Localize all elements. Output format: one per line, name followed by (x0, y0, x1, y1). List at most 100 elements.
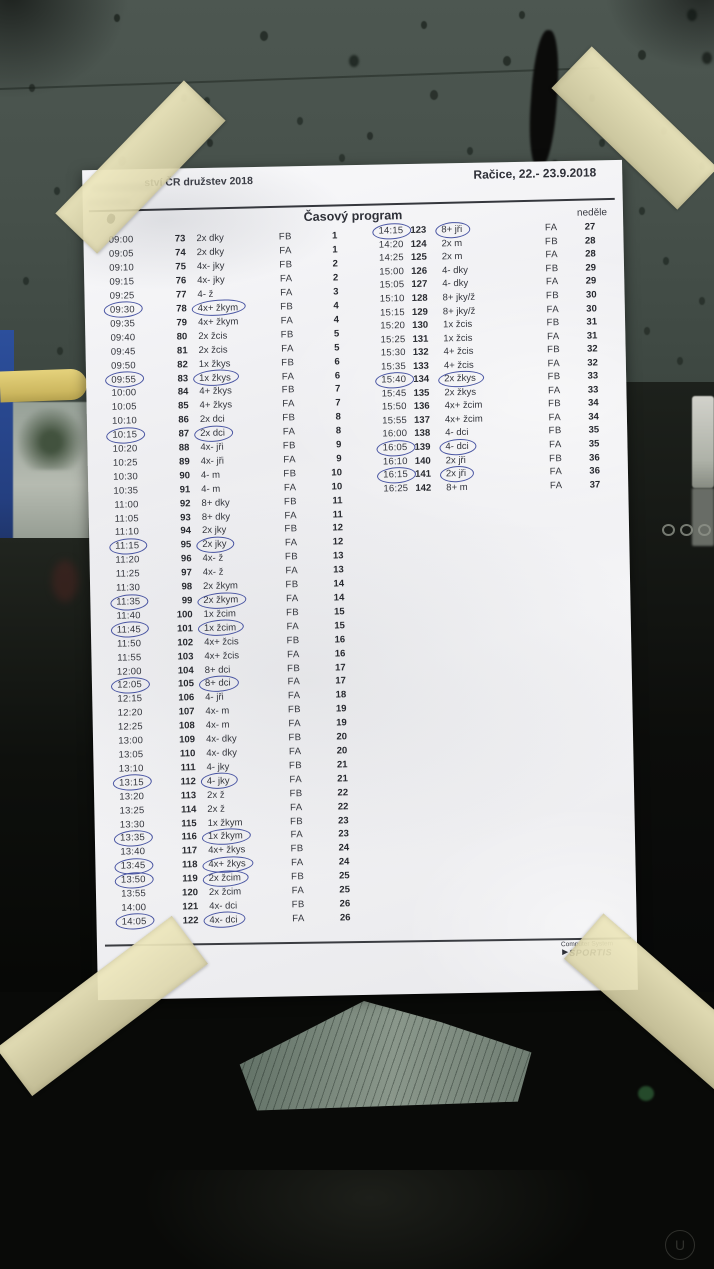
race-number: 127 (411, 279, 428, 291)
boat-class: 4- m (201, 483, 221, 495)
boat-class: 2x jky (201, 525, 227, 537)
boat-class: 4x- jky (196, 260, 225, 273)
race-time: 14:25 (378, 252, 404, 264)
pen-circle: 16:05 (382, 442, 408, 454)
block-number: 3 (333, 286, 339, 298)
boat-class: 4- dky (441, 264, 469, 277)
boat-class: 4- dci (445, 427, 469, 439)
final-code: FB (283, 468, 297, 480)
race-number: 111 (180, 762, 196, 774)
final-code: FB (282, 440, 297, 452)
boat-class: 2x dci (189, 427, 265, 439)
race-time: 09:05 (108, 248, 134, 261)
block-number: 24 (338, 842, 350, 854)
race-time: 10:15 (87, 429, 137, 441)
boat-class: 4x- dky (206, 747, 238, 759)
race-number: 130 (412, 319, 429, 332)
race-time: 11:15 (89, 541, 139, 553)
race-number: 125 (410, 252, 427, 264)
block-number: 21 (337, 773, 348, 785)
race-number: 109 (179, 734, 196, 746)
final-code: FB (287, 662, 301, 674)
final-code: FB (288, 760, 303, 772)
block-number: 15 (334, 620, 345, 632)
block-number: 7 (335, 397, 341, 409)
boat-class: 8+ dky (201, 497, 230, 509)
final-code: FA (549, 479, 563, 491)
race-time: 13:25 (119, 804, 145, 817)
race-time: 12:00 (116, 665, 142, 678)
final-code: FB (547, 398, 562, 410)
final-code: FA (281, 342, 294, 355)
block-number: 18 (335, 689, 347, 701)
block-number: 2 (332, 258, 339, 270)
pen-circle: 1x žkys (198, 371, 231, 384)
boat-class: 4- jky (206, 761, 230, 773)
race-time: 13:55 (121, 888, 147, 900)
race-time: 16:25 (383, 482, 409, 495)
final-code: FA (546, 330, 560, 343)
race-time: 09:55 (86, 374, 136, 386)
race-number: 142 (415, 482, 432, 494)
race-number: 76 (175, 275, 187, 287)
boat-class: 1x žkys (188, 371, 264, 384)
boat-class: 1x žcim (193, 622, 269, 634)
pen-circle: 8+ jři (441, 224, 463, 236)
race-time: 11:30 (115, 582, 141, 594)
block-number: 16 (334, 634, 346, 646)
final-code: FB (289, 815, 304, 827)
final-code: FB (283, 495, 298, 508)
boat-class: 1x žkym (207, 816, 243, 829)
race-number: 85 (177, 400, 189, 412)
final-code: FB (287, 704, 302, 716)
block-number: 25 (338, 870, 350, 882)
pen-circle: 4- dci (445, 440, 469, 453)
race-number: 114 (180, 803, 197, 816)
final-code: FB (546, 317, 560, 329)
race-time: 14:05 (96, 916, 147, 928)
race-time: 15:25 (380, 333, 406, 346)
final-code: FA (280, 315, 294, 327)
boat-class: 2x ž (206, 789, 225, 801)
block-number: 33 (587, 370, 599, 382)
block-number: 22 (337, 800, 349, 813)
boat-class: 4+ žcis (443, 345, 474, 358)
block-number: 1 (332, 244, 338, 256)
race-time: 11:20 (115, 554, 140, 566)
block-number: 12 (332, 522, 344, 535)
final-code: FB (289, 787, 303, 800)
race-number: 138 (414, 428, 431, 440)
block-number: 17 (334, 661, 346, 674)
final-code: FA (549, 439, 562, 451)
final-code: FB (545, 290, 560, 302)
boat-class: 2x dky (196, 246, 225, 259)
boat-class: 4+ žkys (199, 385, 232, 398)
race-time: 11:45 (91, 624, 141, 636)
race-time: 16:10 (382, 455, 408, 468)
boat-class: 4- jři (205, 691, 224, 704)
boat-class: 4x+ žcim (444, 399, 483, 412)
gray-vehicle-reflection (692, 488, 714, 546)
race-time: 16:00 (382, 428, 408, 441)
boat-class: 8+ dci (194, 677, 270, 689)
block-number: 36 (589, 451, 600, 464)
race-number: 86 (178, 414, 190, 426)
final-code: FB (290, 843, 304, 855)
race-time: 10:10 (112, 415, 138, 427)
final-code: FA (291, 885, 305, 897)
pen-circle: 14:05 (121, 916, 147, 928)
race-time: 14:20 (378, 238, 404, 251)
race-number: 135 (413, 387, 430, 399)
race-number: 133 (412, 360, 430, 372)
block-number: 20 (336, 731, 348, 743)
race-time: 11:00 (114, 498, 139, 511)
pen-circle: 16:15 (383, 469, 409, 481)
final-code: FB (291, 871, 305, 883)
race-number: 82 (177, 358, 188, 371)
pen-circle: 1x žcim (203, 622, 237, 634)
final-code: FB (284, 551, 299, 563)
race-time: 12:05 (92, 680, 142, 692)
final-code: FB (288, 732, 302, 744)
final-code: FA (290, 829, 304, 841)
block-number: 5 (334, 342, 340, 354)
